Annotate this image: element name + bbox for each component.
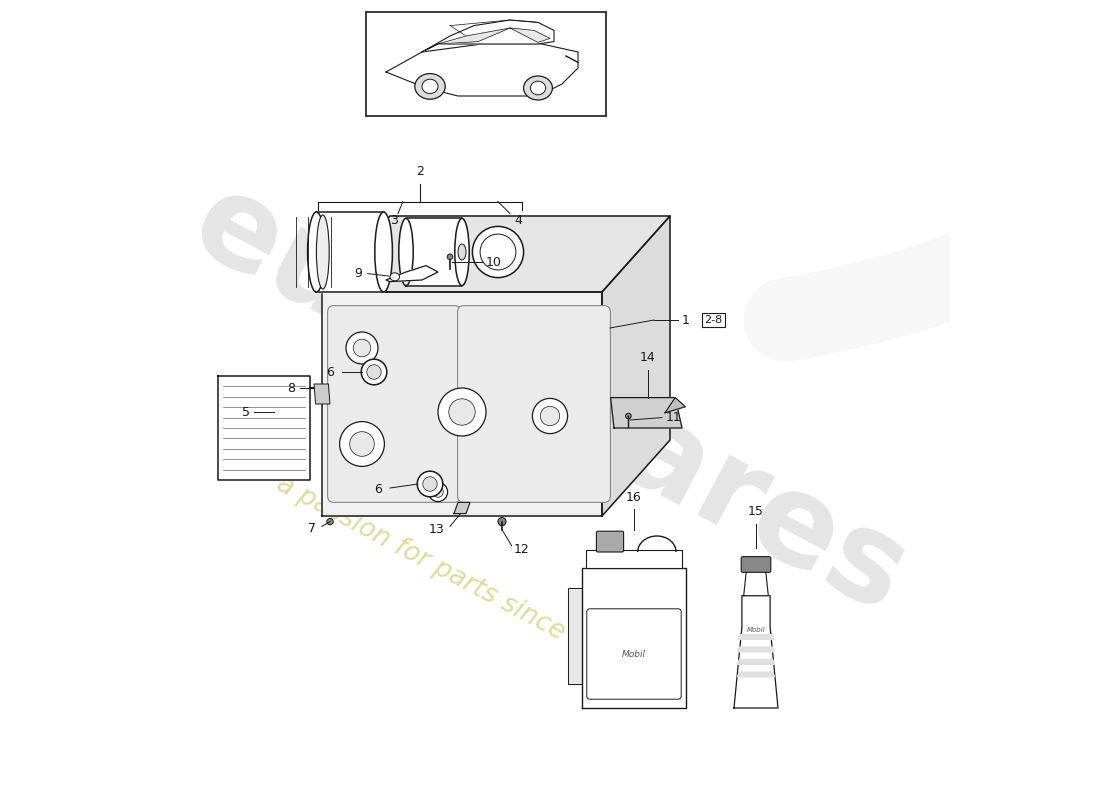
FancyBboxPatch shape <box>458 306 610 502</box>
Polygon shape <box>582 568 686 708</box>
FancyBboxPatch shape <box>596 531 624 552</box>
Ellipse shape <box>417 471 443 497</box>
Ellipse shape <box>448 254 453 259</box>
Ellipse shape <box>540 406 560 426</box>
Ellipse shape <box>458 244 466 260</box>
Ellipse shape <box>432 486 443 498</box>
Ellipse shape <box>422 79 438 94</box>
FancyBboxPatch shape <box>586 609 681 699</box>
Polygon shape <box>218 376 310 480</box>
FancyBboxPatch shape <box>328 306 461 502</box>
Ellipse shape <box>390 273 399 281</box>
Text: 2: 2 <box>417 165 425 178</box>
Text: 9: 9 <box>354 267 362 280</box>
Text: 12: 12 <box>514 543 530 556</box>
Ellipse shape <box>524 76 552 100</box>
Polygon shape <box>510 28 550 42</box>
Ellipse shape <box>350 432 374 456</box>
Text: 1: 1 <box>682 314 690 326</box>
Text: 4: 4 <box>514 214 521 226</box>
Ellipse shape <box>428 482 448 502</box>
Ellipse shape <box>361 359 387 385</box>
Text: a passion for parts since 1985: a passion for parts since 1985 <box>272 471 636 681</box>
Ellipse shape <box>454 218 470 286</box>
Ellipse shape <box>530 81 546 94</box>
Polygon shape <box>322 216 670 292</box>
Ellipse shape <box>422 477 437 491</box>
Text: 14: 14 <box>640 351 656 364</box>
Polygon shape <box>422 20 554 52</box>
Ellipse shape <box>480 234 516 270</box>
Text: 7: 7 <box>308 522 317 534</box>
Ellipse shape <box>375 212 393 292</box>
Polygon shape <box>737 634 774 639</box>
Text: 6: 6 <box>326 366 334 378</box>
Polygon shape <box>314 384 330 404</box>
Ellipse shape <box>399 218 414 286</box>
Ellipse shape <box>415 74 446 99</box>
Polygon shape <box>586 550 682 568</box>
Ellipse shape <box>472 226 524 278</box>
Text: 3: 3 <box>390 214 398 226</box>
Polygon shape <box>438 28 510 44</box>
Ellipse shape <box>327 518 333 525</box>
Polygon shape <box>737 672 774 677</box>
Ellipse shape <box>317 215 329 289</box>
Text: 15: 15 <box>748 506 763 518</box>
Polygon shape <box>737 647 774 652</box>
FancyBboxPatch shape <box>741 557 771 572</box>
Text: 8: 8 <box>287 382 296 394</box>
Ellipse shape <box>438 388 486 436</box>
Polygon shape <box>602 216 670 516</box>
Ellipse shape <box>353 339 371 357</box>
Polygon shape <box>386 266 438 282</box>
Polygon shape <box>454 502 470 514</box>
Ellipse shape <box>498 518 506 526</box>
Polygon shape <box>734 596 778 708</box>
Polygon shape <box>322 292 602 516</box>
Ellipse shape <box>366 365 382 379</box>
Text: Mobil: Mobil <box>747 627 766 633</box>
Text: 2-8: 2-8 <box>704 315 723 325</box>
Text: 13: 13 <box>429 523 444 536</box>
Ellipse shape <box>346 332 378 364</box>
Text: 5: 5 <box>242 406 250 418</box>
Ellipse shape <box>308 212 326 292</box>
Ellipse shape <box>626 413 631 419</box>
Polygon shape <box>737 660 774 664</box>
Polygon shape <box>568 588 582 684</box>
Polygon shape <box>317 212 384 292</box>
Polygon shape <box>386 44 578 96</box>
Text: eurospares: eurospares <box>173 161 927 639</box>
Ellipse shape <box>532 398 568 434</box>
Bar <box>366 12 606 116</box>
Polygon shape <box>610 398 682 428</box>
Text: 10: 10 <box>486 256 502 269</box>
Polygon shape <box>744 570 768 596</box>
Text: 16: 16 <box>626 491 642 504</box>
Polygon shape <box>406 218 462 286</box>
Ellipse shape <box>449 398 475 426</box>
Ellipse shape <box>340 422 384 466</box>
Text: 6: 6 <box>374 483 382 496</box>
Text: Mobil: Mobil <box>621 650 646 659</box>
Polygon shape <box>666 398 685 413</box>
Text: 11: 11 <box>666 411 682 424</box>
